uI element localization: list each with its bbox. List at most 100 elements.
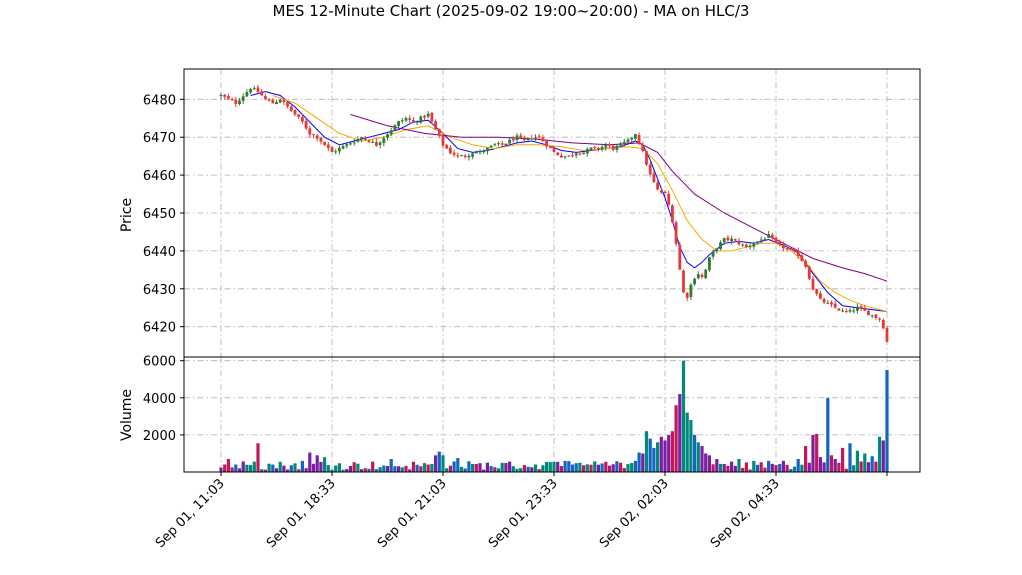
- candle-body: [267, 99, 271, 101]
- candle-body: [574, 153, 578, 156]
- volume-bar: [452, 461, 456, 472]
- volume-bar: [430, 463, 434, 472]
- price-tick-label: 6420: [143, 321, 176, 336]
- x-tick-label: Sep 02, 02:03: [597, 476, 672, 551]
- candle-body: [474, 152, 478, 154]
- candle-body: [356, 139, 360, 142]
- candle-body: [719, 242, 722, 249]
- volume-tick-label: 4000: [143, 392, 176, 407]
- volume-bar: [419, 466, 423, 472]
- candle-body: [678, 244, 682, 270]
- candle-body: [682, 270, 685, 293]
- volume-bar: [519, 468, 523, 472]
- candle-body: [600, 146, 604, 150]
- candle-body: [389, 130, 393, 135]
- candle-body: [541, 137, 545, 142]
- volume-bar: [489, 466, 493, 472]
- candle-body: [282, 100, 286, 103]
- candle-body: [415, 121, 419, 123]
- candle-body: [367, 140, 371, 143]
- candle-body: [674, 222, 678, 244]
- candle-body: [497, 143, 500, 145]
- moving-average-line-1: [250, 91, 888, 312]
- volume-bar: [859, 461, 863, 472]
- volume-bar: [674, 405, 678, 472]
- candle-body: [785, 248, 789, 250]
- volume-bar: [826, 397, 830, 472]
- volume-bar: [718, 463, 723, 472]
- volume-bar: [463, 468, 467, 472]
- volume-bar: [300, 460, 304, 472]
- candle-body: [460, 155, 463, 157]
- candle-body: [756, 241, 759, 244]
- candle-body: [841, 310, 844, 312]
- moving-average-line-3: [350, 114, 888, 282]
- volume-bar: [526, 466, 530, 472]
- volume-bar: [411, 461, 415, 472]
- candle-body: [637, 135, 641, 145]
- volume-bar: [271, 464, 275, 472]
- volume-bar: [226, 459, 230, 472]
- volume-bar: [637, 452, 641, 472]
- volume-bar: [870, 456, 874, 472]
- candle-body: [312, 134, 315, 136]
- candle-body: [504, 143, 508, 146]
- moving-average-line-2: [272, 95, 888, 312]
- volume-bar: [796, 459, 800, 472]
- price-tick-label: 6430: [143, 283, 176, 298]
- volume-bar: [696, 442, 700, 472]
- volume-bars: [219, 360, 889, 472]
- volume-bar: [389, 459, 393, 472]
- candle-body: [796, 250, 800, 256]
- volume-bar: [341, 469, 345, 472]
- volume-bar: [652, 447, 656, 472]
- volume-bar: [574, 463, 578, 472]
- volume-y-axis: 2000 4000 6000: [143, 355, 184, 444]
- candle-body: [804, 261, 807, 267]
- volume-bar: [837, 462, 841, 472]
- volume-bar: [274, 468, 279, 472]
- candle-body: [545, 140, 548, 147]
- volume-bar: [223, 464, 227, 472]
- volume-bar: [556, 461, 560, 472]
- candle-body: [696, 274, 700, 279]
- volume-bar: [863, 453, 867, 472]
- candle-body: [656, 182, 659, 190]
- volume-bar: [600, 463, 604, 472]
- volume-bar: [385, 466, 390, 472]
- candle-body: [567, 155, 571, 157]
- volume-bar: [545, 461, 549, 472]
- candle-body: [404, 118, 408, 121]
- volume-bar: [670, 431, 674, 472]
- volume-bar: [230, 467, 234, 472]
- volume-bar: [323, 457, 327, 472]
- volume-bar: [293, 463, 297, 472]
- candle-body: [571, 155, 574, 157]
- candle-body: [782, 243, 785, 249]
- volume-bar: [400, 467, 404, 472]
- candle-body: [770, 234, 774, 238]
- x-tick-label: Sep 02, 04:33: [708, 476, 783, 551]
- candle-body: [378, 142, 382, 146]
- candle-body: [597, 147, 600, 150]
- candle-body: [334, 151, 338, 153]
- candle-body: [293, 109, 297, 115]
- candle-body: [630, 137, 634, 140]
- candle-body: [412, 120, 415, 122]
- volume-bar: [833, 459, 837, 472]
- price-axis-label: Price: [119, 198, 135, 232]
- volume-bar: [496, 468, 501, 472]
- candle-body: [467, 155, 471, 158]
- volume-bar: [785, 464, 789, 472]
- candle-body: [693, 278, 696, 285]
- volume-bar: [330, 469, 334, 472]
- volume-bar: [334, 465, 338, 472]
- candle-body: [271, 99, 275, 104]
- x-axis: Sep 01, 11:03 Sep 01, 18:33 Sep 01, 21:03 S…: [153, 472, 888, 551]
- candle-body: [711, 251, 715, 257]
- volume-bar: [659, 436, 663, 472]
- price-tick-label: 6460: [143, 169, 176, 184]
- volume-bar: [319, 461, 323, 472]
- candle-body: [722, 238, 726, 243]
- candle-body: [659, 190, 663, 193]
